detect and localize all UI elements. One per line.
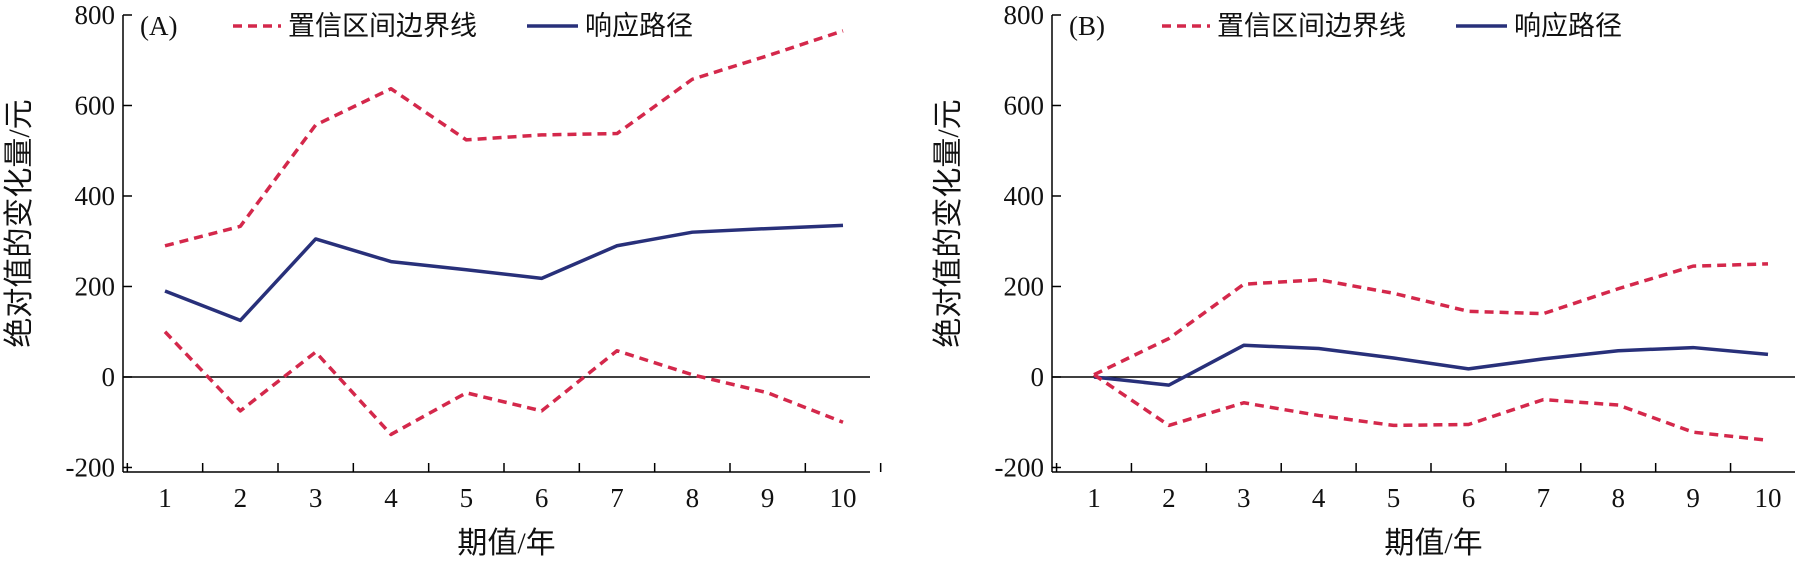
y-tick-label: 200 [1004, 271, 1045, 301]
x-tick-label: 9 [761, 483, 775, 513]
y-axis-title: 绝对值的变化量/元 [3, 99, 36, 347]
y-tick-label: 400 [1004, 181, 1045, 211]
legend-label-response: 响应路径 [1514, 11, 1622, 41]
x-tick-label: 9 [1686, 483, 1700, 513]
series-line-response [164, 223, 844, 323]
y-tick-label: 200 [75, 271, 116, 301]
x-tick-label: 5 [460, 483, 474, 513]
x-tick-label: 6 [1462, 483, 1476, 513]
y-tick-label: -200 [66, 452, 116, 482]
y-tick-label: 0 [102, 362, 116, 392]
y-axis-title: 绝对值的变化量/元 [932, 99, 965, 347]
legend-label-ci: 置信区间边界线 [288, 11, 477, 41]
series-line-upper [1093, 262, 1769, 377]
x-tick-label: 8 [1611, 483, 1625, 513]
x-tick-label: 10 [1755, 483, 1782, 513]
x-tick-label: 5 [1387, 483, 1401, 513]
chart-panel-b: -200 0 200 400 600 800 1 2 3 4 5 6 7 8 9 10 期值/年 绝对值的变化量/… [932, 0, 1795, 560]
panel-label: (A) [140, 11, 177, 41]
chart-panel-a: -200 0 200 400 600 800 1 2 3 4 5 6 7 8 9 10 期值/年 绝对值的变化量/… [3, 0, 882, 560]
y-tick-label: 800 [1004, 0, 1045, 30]
x-tick-label: 7 [610, 483, 624, 513]
y-tick-label: -200 [995, 452, 1045, 482]
legend-label-ci: 置信区间边界线 [1217, 11, 1406, 41]
x-tick-label: 4 [1312, 483, 1326, 513]
y-tick-label: 600 [75, 90, 116, 120]
x-tick-label: 2 [234, 483, 248, 513]
y-tick-label: 800 [75, 0, 116, 30]
y-tick-label: 600 [1004, 90, 1045, 120]
x-axis-title: 期值/年 [457, 527, 555, 560]
series-line-upper [164, 29, 844, 248]
panel-label: (B) [1069, 11, 1105, 41]
series-line-lower [163, 330, 844, 437]
y-tick-label: 0 [1031, 362, 1045, 392]
y-tick-label: 400 [75, 181, 116, 211]
x-tick-label: 1 [158, 483, 172, 513]
x-axis-title: 期值/年 [1384, 527, 1482, 560]
x-tick-label: 10 [830, 483, 857, 513]
x-tick-label: 6 [535, 483, 549, 513]
legend-label-response: 响应路径 [585, 11, 693, 41]
x-tick-label: 2 [1162, 483, 1176, 513]
x-tick-label: 3 [1237, 483, 1251, 513]
x-tick-label: 7 [1537, 483, 1551, 513]
x-tick-label: 8 [686, 483, 700, 513]
series-line-lower [1093, 373, 1769, 443]
series-line-response [1093, 343, 1769, 387]
x-tick-label: 1 [1087, 483, 1101, 513]
x-tick-label: 4 [384, 483, 398, 513]
x-tick-label: 3 [309, 483, 323, 513]
